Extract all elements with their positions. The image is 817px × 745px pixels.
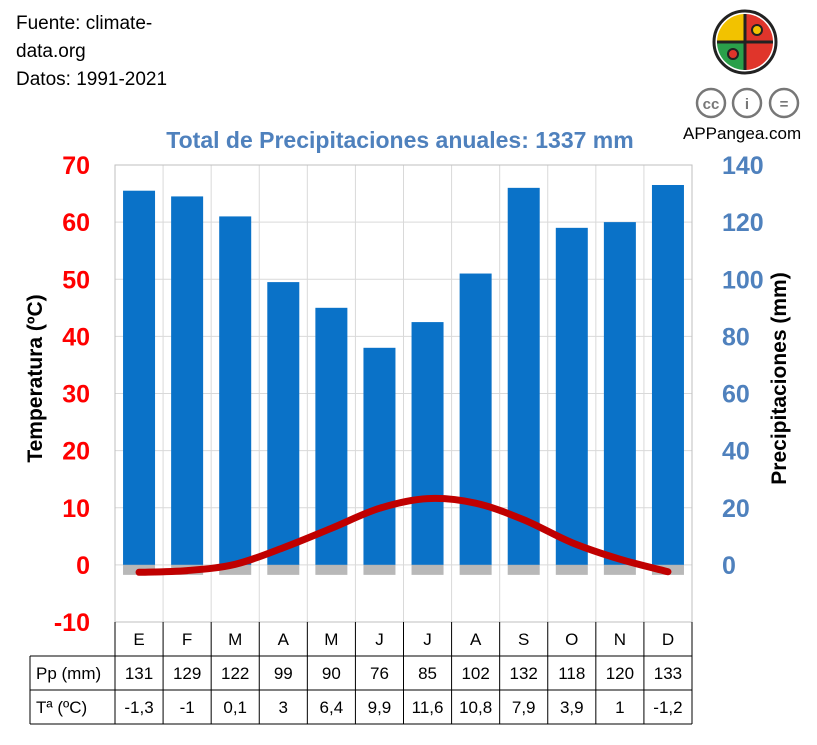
table-cell-pp: 90 — [322, 664, 341, 683]
table-row-label-temp: Tª (ºC) — [36, 698, 87, 717]
table-cell-temp: 7,9 — [512, 698, 536, 717]
y-left-axis-title: Temperatura (ºC) — [24, 294, 47, 462]
brand-name: APPangea.com — [683, 124, 802, 143]
precip-bar — [603, 222, 636, 565]
data-table: E F M A M J J A S O N D Pp (mm) 131 129 122 99 90 76 85 102 1… — [29, 622, 693, 725]
table-cell-month: J — [375, 630, 384, 649]
table-cell-pp: 99 — [274, 664, 293, 683]
y-left-tick-label: 40 — [62, 323, 90, 351]
y-left-tick-label: 0 — [76, 552, 90, 580]
table-cell-pp: 85 — [418, 664, 437, 683]
table-cell-month: N — [614, 630, 626, 649]
plot-area: Total de Precipitaciones anuales: 1337 m… — [24, 127, 791, 637]
y-right-tick-label: 100 — [722, 266, 764, 294]
bar-shadow — [507, 564, 540, 575]
table-cell-month: E — [133, 630, 144, 649]
precip-bar — [267, 282, 300, 565]
table-cell-month: M — [228, 630, 242, 649]
bar-shadow — [363, 564, 396, 575]
table-cell-pp: 120 — [606, 664, 634, 683]
y-left-tick-label: 30 — [62, 381, 90, 409]
precip-bar — [219, 216, 252, 565]
source-note: Fuente: climate- data.org Datos: 1991-20… — [16, 10, 167, 94]
bar-shadow — [219, 564, 252, 575]
by-icon-label: i — [745, 96, 749, 113]
table-row-label-pp: Pp (mm) — [36, 664, 101, 683]
table-cell-temp: 0,1 — [223, 698, 247, 717]
precip-bar — [171, 196, 204, 565]
table-cell-month: M — [324, 630, 338, 649]
y-right-tick-label: 20 — [722, 495, 750, 523]
table-cell-temp: 9,9 — [368, 698, 392, 717]
precip-bar — [555, 227, 588, 565]
table-cell-temp: -1 — [180, 698, 195, 717]
source-line-1: Fuente: climate- — [16, 13, 153, 34]
precip-bar — [507, 187, 540, 565]
bar-shadow — [315, 564, 348, 575]
y-right-tick-label: 140 — [722, 152, 764, 180]
source-line-2: data.org — [16, 41, 86, 62]
nd-icon-label: = — [780, 96, 789, 113]
table-cell-temp: 3,9 — [560, 698, 584, 717]
table-cell-month: F — [182, 630, 192, 649]
cc-icon: cc — [695, 87, 727, 119]
bar-shadow — [459, 564, 492, 575]
cc-icon-label: cc — [703, 96, 720, 113]
table-cell-pp: 131 — [125, 664, 153, 683]
table-cell-month: S — [518, 630, 529, 649]
table-cell-pp: 122 — [221, 664, 249, 683]
nd-icon-ring — [768, 87, 800, 119]
by-icon: i — [731, 87, 763, 119]
precip-bar — [651, 184, 684, 565]
table-cell-month: J — [423, 630, 432, 649]
y-right-axis-title: Precipitaciones (mm) — [768, 272, 791, 484]
y-left-tick-label: 60 — [62, 209, 90, 237]
y-left-tick-label: 50 — [62, 266, 90, 294]
table-cell-pp: 129 — [173, 664, 201, 683]
y-left-tick-label: 10 — [62, 495, 90, 523]
table-cell-pp: 76 — [370, 664, 389, 683]
bar-shadow — [267, 564, 300, 575]
source-line-3: Datos: 1991-2021 — [16, 69, 168, 90]
table-cell-temp: 3 — [279, 698, 288, 717]
y-left-tick-label: 20 — [62, 438, 90, 466]
table-cell-month: D — [662, 630, 674, 649]
bar-shadow — [555, 564, 588, 575]
table-cell-month: A — [470, 630, 482, 649]
table-cell-pp: 102 — [461, 664, 489, 683]
table-cell-temp: 1 — [615, 698, 624, 717]
nd-icon: = — [768, 87, 800, 119]
y-right-tick-label: 60 — [722, 381, 750, 409]
y-right-tick-label: 0 — [722, 552, 736, 580]
y-right-tick-label: 120 — [722, 209, 764, 237]
precip-bar — [459, 273, 492, 565]
y-left-tick-label: -10 — [54, 609, 90, 637]
bar-shadow — [411, 564, 444, 575]
chart-title: Total de Precipitaciones anuales: 1337 m… — [166, 127, 633, 153]
bar-shadow — [603, 564, 636, 575]
table-cell-month: A — [278, 630, 290, 649]
table-cell-pp: 118 — [558, 664, 585, 683]
y-right-tick-label: 40 — [722, 438, 750, 466]
license-icons: cc i = — [695, 87, 800, 119]
appangea-logo-icon — [712, 9, 778, 75]
by-icon-ring — [731, 87, 763, 119]
y-left-tick-label: 70 — [62, 152, 90, 180]
table-cell-temp: 11,6 — [412, 698, 444, 717]
table-cell-month: O — [565, 630, 578, 649]
table-cell-temp: -1,2 — [653, 698, 682, 717]
table-cell-temp: 6,4 — [320, 698, 344, 717]
table-cell-pp: 133 — [654, 664, 682, 683]
table-cell-temp: 10,8 — [459, 698, 492, 717]
table-cell-temp: -1,3 — [124, 698, 153, 717]
precip-bar — [123, 190, 156, 565]
precip-bar — [411, 322, 444, 565]
temperature-line — [135, 494, 672, 576]
precip-bar — [363, 347, 396, 565]
cc-icon-ring — [695, 87, 727, 119]
y-right-tick-label: 80 — [722, 323, 750, 351]
table-cell-pp: 132 — [510, 664, 538, 683]
